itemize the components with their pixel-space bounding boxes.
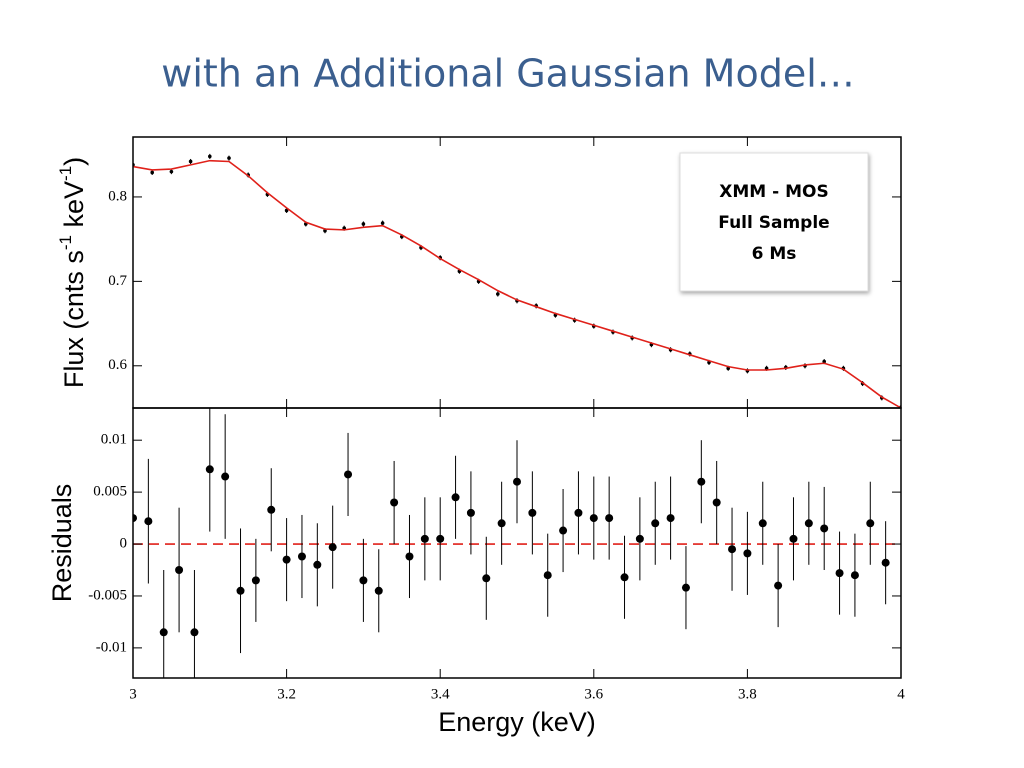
data-point [175, 566, 184, 574]
data-point [497, 519, 506, 528]
data-point [589, 514, 598, 523]
y-axis-label-part: -1 [56, 235, 75, 250]
data-point [359, 576, 368, 585]
plot-area [133, 153, 901, 408]
plot-area [133, 408, 901, 678]
data-point [390, 498, 399, 507]
data-point [712, 498, 721, 507]
x-tick-label: 3 [129, 686, 137, 702]
y-tick-label: 0.8 [108, 188, 127, 204]
y-axis-label-part: ) [59, 157, 89, 166]
data-point [344, 470, 353, 479]
data-point [728, 545, 737, 554]
data-point [866, 519, 875, 528]
data-point [251, 576, 260, 585]
data-point [420, 534, 429, 543]
data-point [482, 574, 491, 583]
plot-frame [132, 407, 902, 679]
data-point [282, 555, 291, 564]
data-point [559, 526, 568, 535]
data-point [227, 156, 231, 160]
y-tick-label: 0.005 [93, 484, 127, 500]
y-tick-label: 0 [120, 535, 128, 551]
data-point [405, 552, 414, 561]
data-point [743, 549, 752, 558]
data-point [380, 221, 385, 225]
data-point [328, 543, 337, 552]
data-point [789, 534, 798, 543]
model-line [133, 159, 901, 408]
y-axis-label-part: -1 [56, 166, 75, 181]
data-point [681, 583, 690, 592]
annotation: XMM - MOS [719, 182, 828, 202]
data-point [267, 505, 276, 514]
x-tick-label: 3.6 [584, 686, 603, 702]
data-point [835, 569, 844, 578]
data-point [374, 586, 383, 595]
data-point [774, 581, 783, 590]
data-point [850, 571, 859, 580]
data-point [144, 517, 153, 526]
data-point [205, 465, 214, 474]
x-tick-label: 3.2 [277, 686, 296, 702]
x-tick-label: 3.4 [431, 686, 450, 702]
data-point [221, 472, 230, 481]
data-point [513, 477, 521, 486]
y-axis-label-part: Flux (cnts s [59, 250, 89, 388]
slide-title: with an Additional Gaussian Model… [161, 52, 855, 96]
x-tick-label: 4 [897, 686, 905, 702]
data-point [822, 359, 826, 364]
data-point [436, 534, 445, 543]
data-point [620, 573, 629, 582]
data-point [190, 628, 199, 637]
data-point [543, 571, 552, 580]
data-point [528, 508, 537, 517]
y-axis-label-part: keV [59, 181, 89, 235]
data-point [881, 558, 890, 567]
y-tick-label: 0.6 [108, 357, 127, 373]
y-tick-label: -0.01 [96, 639, 127, 655]
data-point [574, 508, 583, 517]
data-point [208, 154, 212, 159]
data-point [804, 519, 813, 528]
data-point [361, 222, 366, 226]
data-point [150, 170, 154, 175]
data-point [313, 560, 322, 569]
data-point [466, 508, 475, 517]
data-point [697, 477, 706, 486]
y-axis-label: Flux (cnts s-1 keV-1) [56, 157, 89, 388]
data-point [169, 169, 174, 174]
data-point [159, 628, 168, 637]
data-point [635, 534, 644, 543]
data-point [496, 292, 500, 296]
y-tick-label: 0.7 [108, 273, 127, 289]
data-point [651, 519, 660, 528]
data-point [605, 514, 614, 523]
y-tick-label: -0.005 [88, 587, 127, 603]
data-point [133, 514, 137, 523]
data-point [451, 493, 460, 502]
data-point [236, 586, 245, 595]
data-point [188, 159, 193, 164]
annotation: 6 Ms [752, 244, 797, 264]
annotation: Full Sample [718, 213, 829, 233]
annotation-box [679, 152, 869, 292]
y-axis-label: Residuals [47, 484, 77, 603]
x-tick-label: 3.8 [738, 686, 757, 702]
data-point [820, 524, 829, 533]
data-point [758, 519, 767, 528]
x-axis-label: Energy (keV) [438, 707, 596, 737]
data-point [666, 514, 675, 523]
data-point [297, 552, 306, 561]
y-tick-label: 0.01 [101, 432, 127, 448]
